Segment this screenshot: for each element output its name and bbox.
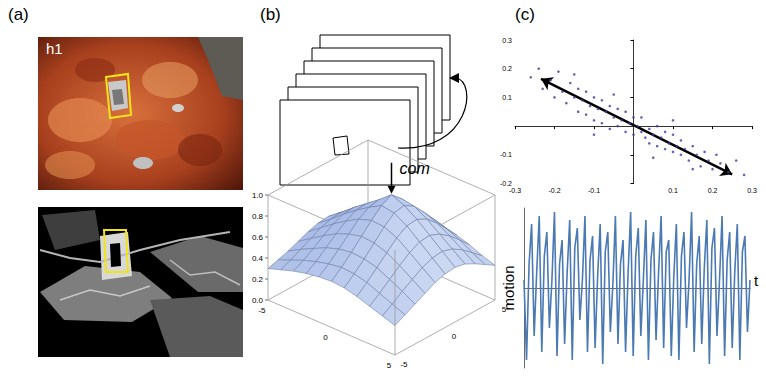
- svg-text:0.4: 0.4: [252, 254, 264, 263]
- svg-text:0.8: 0.8: [252, 212, 264, 221]
- svg-text:(b): (b): [260, 5, 281, 24]
- svg-text:5: 5: [502, 305, 507, 314]
- svg-text:0.3: 0.3: [747, 187, 757, 194]
- svg-text:0.2: 0.2: [502, 65, 512, 72]
- svg-text:-0.2: -0.2: [499, 180, 512, 187]
- svg-text:t: t: [754, 272, 759, 289]
- svg-text:1.0: 1.0: [252, 191, 264, 200]
- svg-text:-0.3: -0.3: [509, 187, 521, 194]
- svg-text:0: 0: [323, 333, 328, 342]
- svg-text:h1: h1: [46, 40, 63, 57]
- svg-text:5: 5: [387, 361, 392, 370]
- svg-text:-0.1: -0.1: [588, 187, 600, 194]
- svg-text:0.3: 0.3: [502, 37, 512, 44]
- svg-text:0.0: 0.0: [252, 296, 264, 305]
- svg-text:0.1: 0.1: [668, 187, 678, 194]
- svg-text:-5: -5: [258, 306, 266, 315]
- svg-text:0.2: 0.2: [252, 275, 264, 284]
- svg-text:(a): (a): [8, 5, 29, 24]
- svg-text:0: 0: [452, 332, 457, 341]
- svg-text:motion: motion: [500, 265, 517, 311]
- svg-text:-5: -5: [400, 360, 408, 369]
- svg-text:0.1: 0.1: [502, 94, 512, 101]
- svg-text:com: com: [400, 160, 430, 177]
- svg-text:-0.1: -0.1: [500, 151, 512, 158]
- svg-text:0.2: 0.2: [708, 187, 718, 194]
- svg-text:0.6: 0.6: [252, 233, 264, 242]
- svg-text:(c): (c): [515, 5, 535, 24]
- svg-text:-0.2: -0.2: [548, 187, 560, 194]
